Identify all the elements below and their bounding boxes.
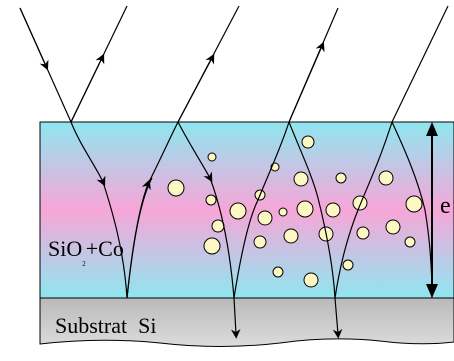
film-label-suffix: +Co (86, 236, 124, 261)
particle (378, 170, 394, 186)
refracted-ray (70, 121, 106, 187)
particle (404, 236, 416, 248)
internal-ray-arrow (126, 179, 151, 299)
film-layer (39, 121, 454, 299)
thickness-indicator (426, 122, 438, 298)
particle (167, 179, 185, 197)
refracted-ray-path (209, 177, 235, 299)
reflected-ray-arrow (70, 53, 105, 123)
outgoing-ray-arrow (177, 53, 215, 123)
refracted-ray (288, 121, 336, 299)
internal-ray-path (147, 121, 179, 185)
refracted-ray (177, 121, 213, 183)
transmitted-ray (332, 297, 343, 339)
particle (211, 219, 225, 233)
particle (278, 207, 288, 217)
particle (257, 210, 273, 226)
particle (325, 202, 341, 218)
particle (335, 172, 347, 184)
outgoing-ray-arrow (288, 41, 325, 123)
particle (405, 195, 423, 213)
particle (303, 272, 319, 288)
film-label-subscript: 2 (82, 260, 86, 268)
particle (205, 194, 217, 206)
refracted-ray-path (102, 181, 128, 299)
particle (356, 226, 370, 240)
scattered-ray (334, 121, 393, 299)
particle (203, 237, 221, 255)
particle (207, 152, 217, 162)
particle (301, 135, 315, 149)
scattered-ray (233, 121, 290, 299)
particle (342, 259, 354, 271)
thickness-label: e (440, 193, 451, 219)
particle (272, 266, 284, 278)
substrate-label: Substrat Si (55, 313, 156, 338)
particle (352, 195, 368, 211)
substrate-layer (39, 297, 454, 347)
particle (229, 202, 247, 220)
cobalt-particles (167, 135, 423, 288)
transmitted-ray (230, 297, 241, 339)
particle (253, 235, 267, 249)
outgoing-ray (391, 5, 449, 123)
particle (293, 171, 309, 187)
film-label: SiO2+Co (48, 236, 124, 268)
film-label-main: SiO (48, 236, 82, 261)
particle (296, 200, 314, 218)
particle (385, 219, 401, 235)
light-rays (19, 5, 449, 339)
incident-ray-arrow (19, 7, 49, 71)
particle (283, 228, 299, 244)
